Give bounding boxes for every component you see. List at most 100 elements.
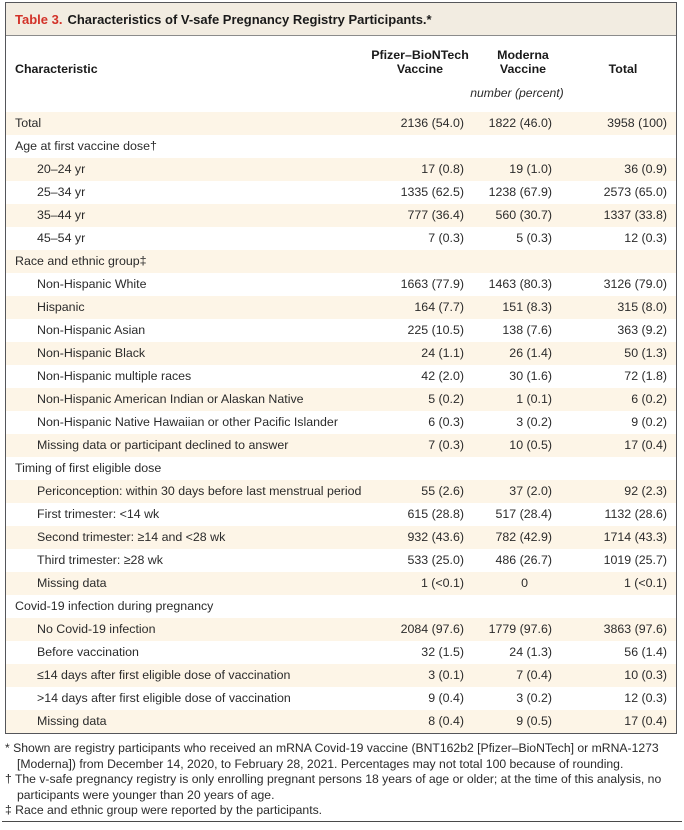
- row-value: 42 (2.0): [421, 369, 464, 383]
- row-value: 1019 (25.7): [603, 553, 667, 567]
- row-label: 20–24 yr: [37, 162, 86, 176]
- row-value: 533 (25.0): [407, 553, 464, 567]
- row-value: [564, 595, 676, 618]
- section-label: Age at first vaccine dose†: [15, 139, 157, 153]
- row-value: [564, 135, 676, 158]
- unit-note: number (percent): [470, 86, 564, 100]
- row-value: 1 (0.1): [516, 392, 552, 406]
- row-label: Non-Hispanic multiple races: [37, 369, 192, 383]
- row-value: 2084 (97.6): [400, 622, 464, 636]
- column-header-total: Total: [608, 62, 638, 76]
- unit-note-row: number (percent): [6, 76, 676, 112]
- row-value: 615 (28.8): [407, 507, 464, 521]
- row-value: 7 (0.4): [516, 668, 552, 682]
- row-value: 225 (10.5): [407, 323, 464, 337]
- row-label: 45–54 yr: [37, 231, 86, 245]
- row-value: 3126 (79.0): [603, 277, 667, 291]
- table-number-label: Table 3.: [15, 11, 63, 27]
- row-value: 37 (2.0): [509, 484, 552, 498]
- row-value: 5 (0.3): [516, 231, 552, 245]
- row-value: 7 (0.3): [428, 438, 464, 452]
- table-row: Missing data or participant declined to …: [6, 434, 676, 457]
- row-value: 1822 (46.0): [488, 116, 552, 130]
- row-value: 3863 (97.6): [603, 622, 667, 636]
- row-label: Non-Hispanic Black: [37, 346, 146, 360]
- row-value: 12 (0.3): [624, 691, 667, 705]
- row-label: Hispanic: [37, 300, 85, 314]
- row-value: 9 (0.5): [516, 714, 552, 728]
- row-value: 3 (0.1): [428, 668, 464, 682]
- characteristics-table: Table 3. Characteristics of V-safe Pregn…: [5, 2, 677, 734]
- row-value: 363 (9.2): [617, 323, 667, 337]
- footnote-text: Race and ethnic group were reported by t…: [15, 803, 323, 818]
- row-value: 55 (2.6): [421, 484, 464, 498]
- row-value: 92 (2.3): [624, 484, 667, 498]
- table-row: Missing data 8 (0.4) 9 (0.5) 17 (0.4): [6, 710, 676, 733]
- table-row: >14 days after first eligible dose of va…: [6, 687, 676, 710]
- row-value: [358, 595, 476, 618]
- row-value: 1 (<0.1): [420, 576, 464, 590]
- table-row: Non-Hispanic Native Hawaiian or other Pa…: [6, 411, 676, 434]
- footnote-text: Shown are registry participants who rece…: [13, 741, 659, 771]
- row-value: 486 (26.7): [495, 553, 552, 567]
- row-value: 8 (0.4): [428, 714, 464, 728]
- row-value: 72 (1.8): [624, 369, 667, 383]
- row-value: [564, 250, 676, 273]
- row-label: First trimester: <14 wk: [37, 507, 160, 521]
- row-value: 56 (1.4): [624, 645, 667, 659]
- row-label: Missing data or participant declined to …: [37, 438, 289, 452]
- table-body: Total 2136 (54.0) 1822 (46.0) 3958 (100) Age…: [6, 112, 676, 733]
- section-row: Race and ethnic group‡: [6, 250, 676, 273]
- row-label: Second trimester: ≥14 and <28 wk: [37, 530, 226, 544]
- row-value: 1714 (43.3): [603, 530, 667, 544]
- row-value: 5 (0.2): [428, 392, 464, 406]
- row-value: [358, 250, 476, 273]
- column-header-characteristic: Characteristic: [15, 62, 98, 76]
- row-value: 2136 (54.0): [400, 116, 464, 130]
- row-value: [476, 135, 564, 158]
- row-value: 2573 (65.0): [603, 185, 667, 199]
- row-value: 151 (8.3): [502, 300, 552, 314]
- row-value: 138 (7.6): [502, 323, 552, 337]
- row-value: 517 (28.4): [495, 507, 552, 521]
- row-value: 36 (0.9): [624, 162, 667, 176]
- row-value: 1337 (33.8): [603, 208, 667, 222]
- column-header-moderna-line2: Vaccine: [499, 62, 547, 76]
- table-row: Periconception: within 30 days before la…: [6, 480, 676, 503]
- section-label: Race and ethnic group‡: [15, 254, 147, 268]
- row-value: 10 (0.5): [509, 438, 552, 452]
- row-label: Non-Hispanic Native Hawaiian or other Pa…: [37, 415, 338, 429]
- row-label: >14 days after first eligible dose of va…: [37, 691, 291, 705]
- row-label: Non-Hispanic White: [37, 277, 147, 291]
- table-header: Characteristic Pfizer–BioNTech Vaccine Mo…: [6, 36, 676, 112]
- table-row: First trimester: <14 wk 615 (28.8) 517 (28…: [6, 503, 676, 526]
- section-row: Covid-19 infection during pregnancy: [6, 595, 676, 618]
- row-value: 1463 (80.3): [488, 277, 552, 291]
- table-row: 35–44 yr 777 (36.4) 560 (30.7) 1337 (33.8): [6, 204, 676, 227]
- row-value: [476, 595, 564, 618]
- row-value: 777 (36.4): [407, 208, 464, 222]
- table-row: ≤14 days after first eligible dose of va…: [6, 664, 676, 687]
- row-label: Non-Hispanic Asian: [37, 323, 146, 337]
- row-value: 24 (1.3): [509, 645, 552, 659]
- row-label: ≤14 days after first eligible dose of va…: [37, 668, 291, 682]
- row-value: 164 (7.7): [414, 300, 464, 314]
- row-value: 1663 (77.9): [400, 277, 464, 291]
- row-label: 25–34 yr: [37, 185, 86, 199]
- row-value: 9 (0.4): [428, 691, 464, 705]
- row-label: Missing data: [37, 576, 107, 590]
- table-row: No Covid-19 infection 2084 (97.6) 1779 (97…: [6, 618, 676, 641]
- row-value: [476, 250, 564, 273]
- row-value: 24 (1.1): [421, 346, 464, 360]
- column-header-pfizer-line1: Pfizer–BioNTech: [371, 48, 469, 62]
- row-value: 7 (0.3): [428, 231, 464, 245]
- table-row: Non-Hispanic Black 24 (1.1) 26 (1.4) 50 (1.…: [6, 342, 676, 365]
- row-value: 17 (0.8): [421, 162, 464, 176]
- row-label: No Covid-19 infection: [37, 622, 156, 636]
- footnote-double-dagger: ‡ Race and ethnic group were reported by…: [5, 803, 681, 819]
- footnote-dagger: † The v-safe pregnancy registry is only …: [5, 772, 681, 803]
- table-row: Non-Hispanic American Indian or Alaskan …: [6, 388, 676, 411]
- table-row: Non-Hispanic Asian 225 (10.5) 138 (7.6) 363…: [6, 319, 676, 342]
- row-value: 1132 (28.6): [604, 507, 667, 521]
- row-value: 1779 (97.6): [488, 622, 552, 636]
